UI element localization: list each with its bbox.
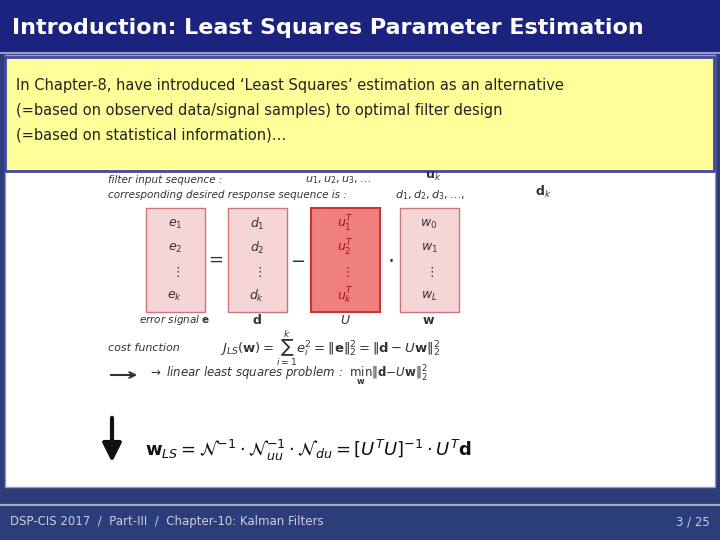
Text: $\mathbf{u}_k$: $\mathbf{u}_k$ — [425, 170, 441, 183]
FancyBboxPatch shape — [0, 0, 720, 52]
Text: $e_2$: $e_2$ — [168, 241, 182, 254]
Text: $\mathbf{d}$: $\mathbf{d}$ — [252, 313, 262, 327]
Text: 3 / 25: 3 / 25 — [676, 516, 710, 529]
Text: $d_k$: $d_k$ — [249, 288, 265, 304]
Text: $\rightarrow$ linear least squares problem :  $\min_{\mathbf{w}} \|\mathbf{d} - : $\rightarrow$ linear least squares probl… — [148, 363, 428, 387]
Text: $u_k^T$: $u_k^T$ — [337, 286, 354, 306]
Text: =: = — [209, 251, 223, 269]
Text: $\cdot$: $\cdot$ — [387, 250, 393, 270]
FancyBboxPatch shape — [146, 208, 205, 312]
Text: $d_2$: $d_2$ — [250, 240, 264, 256]
Text: $U$: $U$ — [340, 314, 351, 327]
Text: $w_1$: $w_1$ — [420, 241, 438, 254]
Text: $u_2^T$: $u_2^T$ — [337, 238, 354, 258]
Text: corresponding desired response sequence is :: corresponding desired response sequence … — [108, 190, 354, 200]
Text: cost function: cost function — [108, 343, 180, 353]
Text: In Chapter-8, have introduced ‘Least Squares’ estimation as an alternative
(=bas: In Chapter-8, have introduced ‘Least Squ… — [16, 78, 564, 142]
Text: DSP-CIS 2017  /  Part-III  /  Chapter-10: Kalman Filters: DSP-CIS 2017 / Part-III / Chapter-10: Ka… — [10, 516, 323, 529]
FancyBboxPatch shape — [311, 208, 380, 312]
Text: $u_1^T$: $u_1^T$ — [337, 214, 354, 234]
Text: $\vdots$: $\vdots$ — [341, 265, 349, 279]
FancyBboxPatch shape — [228, 208, 287, 312]
Text: $\mathbf{w}_{LS} = \mathcal{N}^{-1} \cdot \mathcal{N}_{uu}^{-1} \cdot \mathcal{N: $\mathbf{w}_{LS} = \mathcal{N}^{-1} \cdo… — [145, 437, 472, 463]
Text: $d_1, d_2, d_3, \ldots,$: $d_1, d_2, d_3, \ldots,$ — [395, 188, 464, 202]
Text: $e_k$: $e_k$ — [168, 289, 183, 302]
Text: filter input sequence :: filter input sequence : — [108, 175, 229, 185]
Text: $w_L$: $w_L$ — [420, 289, 437, 302]
Text: $J_{LS}(\mathbf{w}) = \sum_{i=1}^{k} e_i^2 = \|\mathbf{e}\|_2^2 = \|\mathbf{d} -: $J_{LS}(\mathbf{w}) = \sum_{i=1}^{k} e_i… — [220, 328, 440, 368]
Text: Introduction: Least Squares Parameter Estimation: Introduction: Least Squares Parameter Es… — [12, 18, 644, 38]
Text: $\mathbf{w}$: $\mathbf{w}$ — [423, 314, 436, 327]
Text: $-$: $-$ — [290, 251, 305, 269]
Text: $\vdots$: $\vdots$ — [171, 265, 179, 279]
Text: $\mathbf{d}_k$: $\mathbf{d}_k$ — [535, 184, 552, 200]
Text: $\vdots$: $\vdots$ — [253, 265, 261, 279]
FancyBboxPatch shape — [5, 57, 714, 171]
Text: $d_1$: $d_1$ — [250, 216, 264, 232]
Text: error signal $\mathbf{e}$: error signal $\mathbf{e}$ — [139, 313, 211, 327]
Text: $w_0$: $w_0$ — [420, 218, 438, 231]
Text: $\vdots$: $\vdots$ — [425, 265, 433, 279]
FancyBboxPatch shape — [5, 55, 715, 487]
Text: $u_1, u_2, u_3, \ldots$: $u_1, u_2, u_3, \ldots$ — [305, 174, 371, 186]
FancyBboxPatch shape — [400, 208, 459, 312]
Text: $e_1$: $e_1$ — [168, 218, 182, 231]
